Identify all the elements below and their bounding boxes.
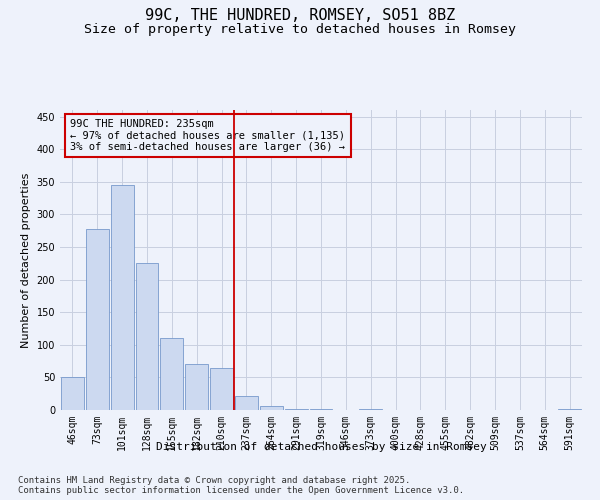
Bar — [260, 406, 283, 410]
Bar — [61, 376, 84, 410]
Text: 99C, THE HUNDRED, ROMSEY, SO51 8BZ: 99C, THE HUNDRED, ROMSEY, SO51 8BZ — [145, 8, 455, 22]
Y-axis label: Number of detached properties: Number of detached properties — [21, 172, 31, 348]
Bar — [359, 408, 382, 410]
Bar — [235, 396, 258, 410]
Bar — [210, 368, 233, 410]
Bar — [558, 408, 581, 410]
Bar — [310, 408, 332, 410]
Text: Distribution of detached houses by size in Romsey: Distribution of detached houses by size … — [155, 442, 487, 452]
Text: Contains HM Land Registry data © Crown copyright and database right 2025.
Contai: Contains HM Land Registry data © Crown c… — [18, 476, 464, 495]
Bar — [185, 364, 208, 410]
Bar — [160, 338, 183, 410]
Bar — [111, 185, 134, 410]
Bar — [285, 408, 308, 410]
Bar — [86, 228, 109, 410]
Text: 99C THE HUNDRED: 235sqm
← 97% of detached houses are smaller (1,135)
3% of semi-: 99C THE HUNDRED: 235sqm ← 97% of detache… — [70, 119, 346, 152]
Text: Size of property relative to detached houses in Romsey: Size of property relative to detached ho… — [84, 22, 516, 36]
Bar — [136, 262, 158, 410]
